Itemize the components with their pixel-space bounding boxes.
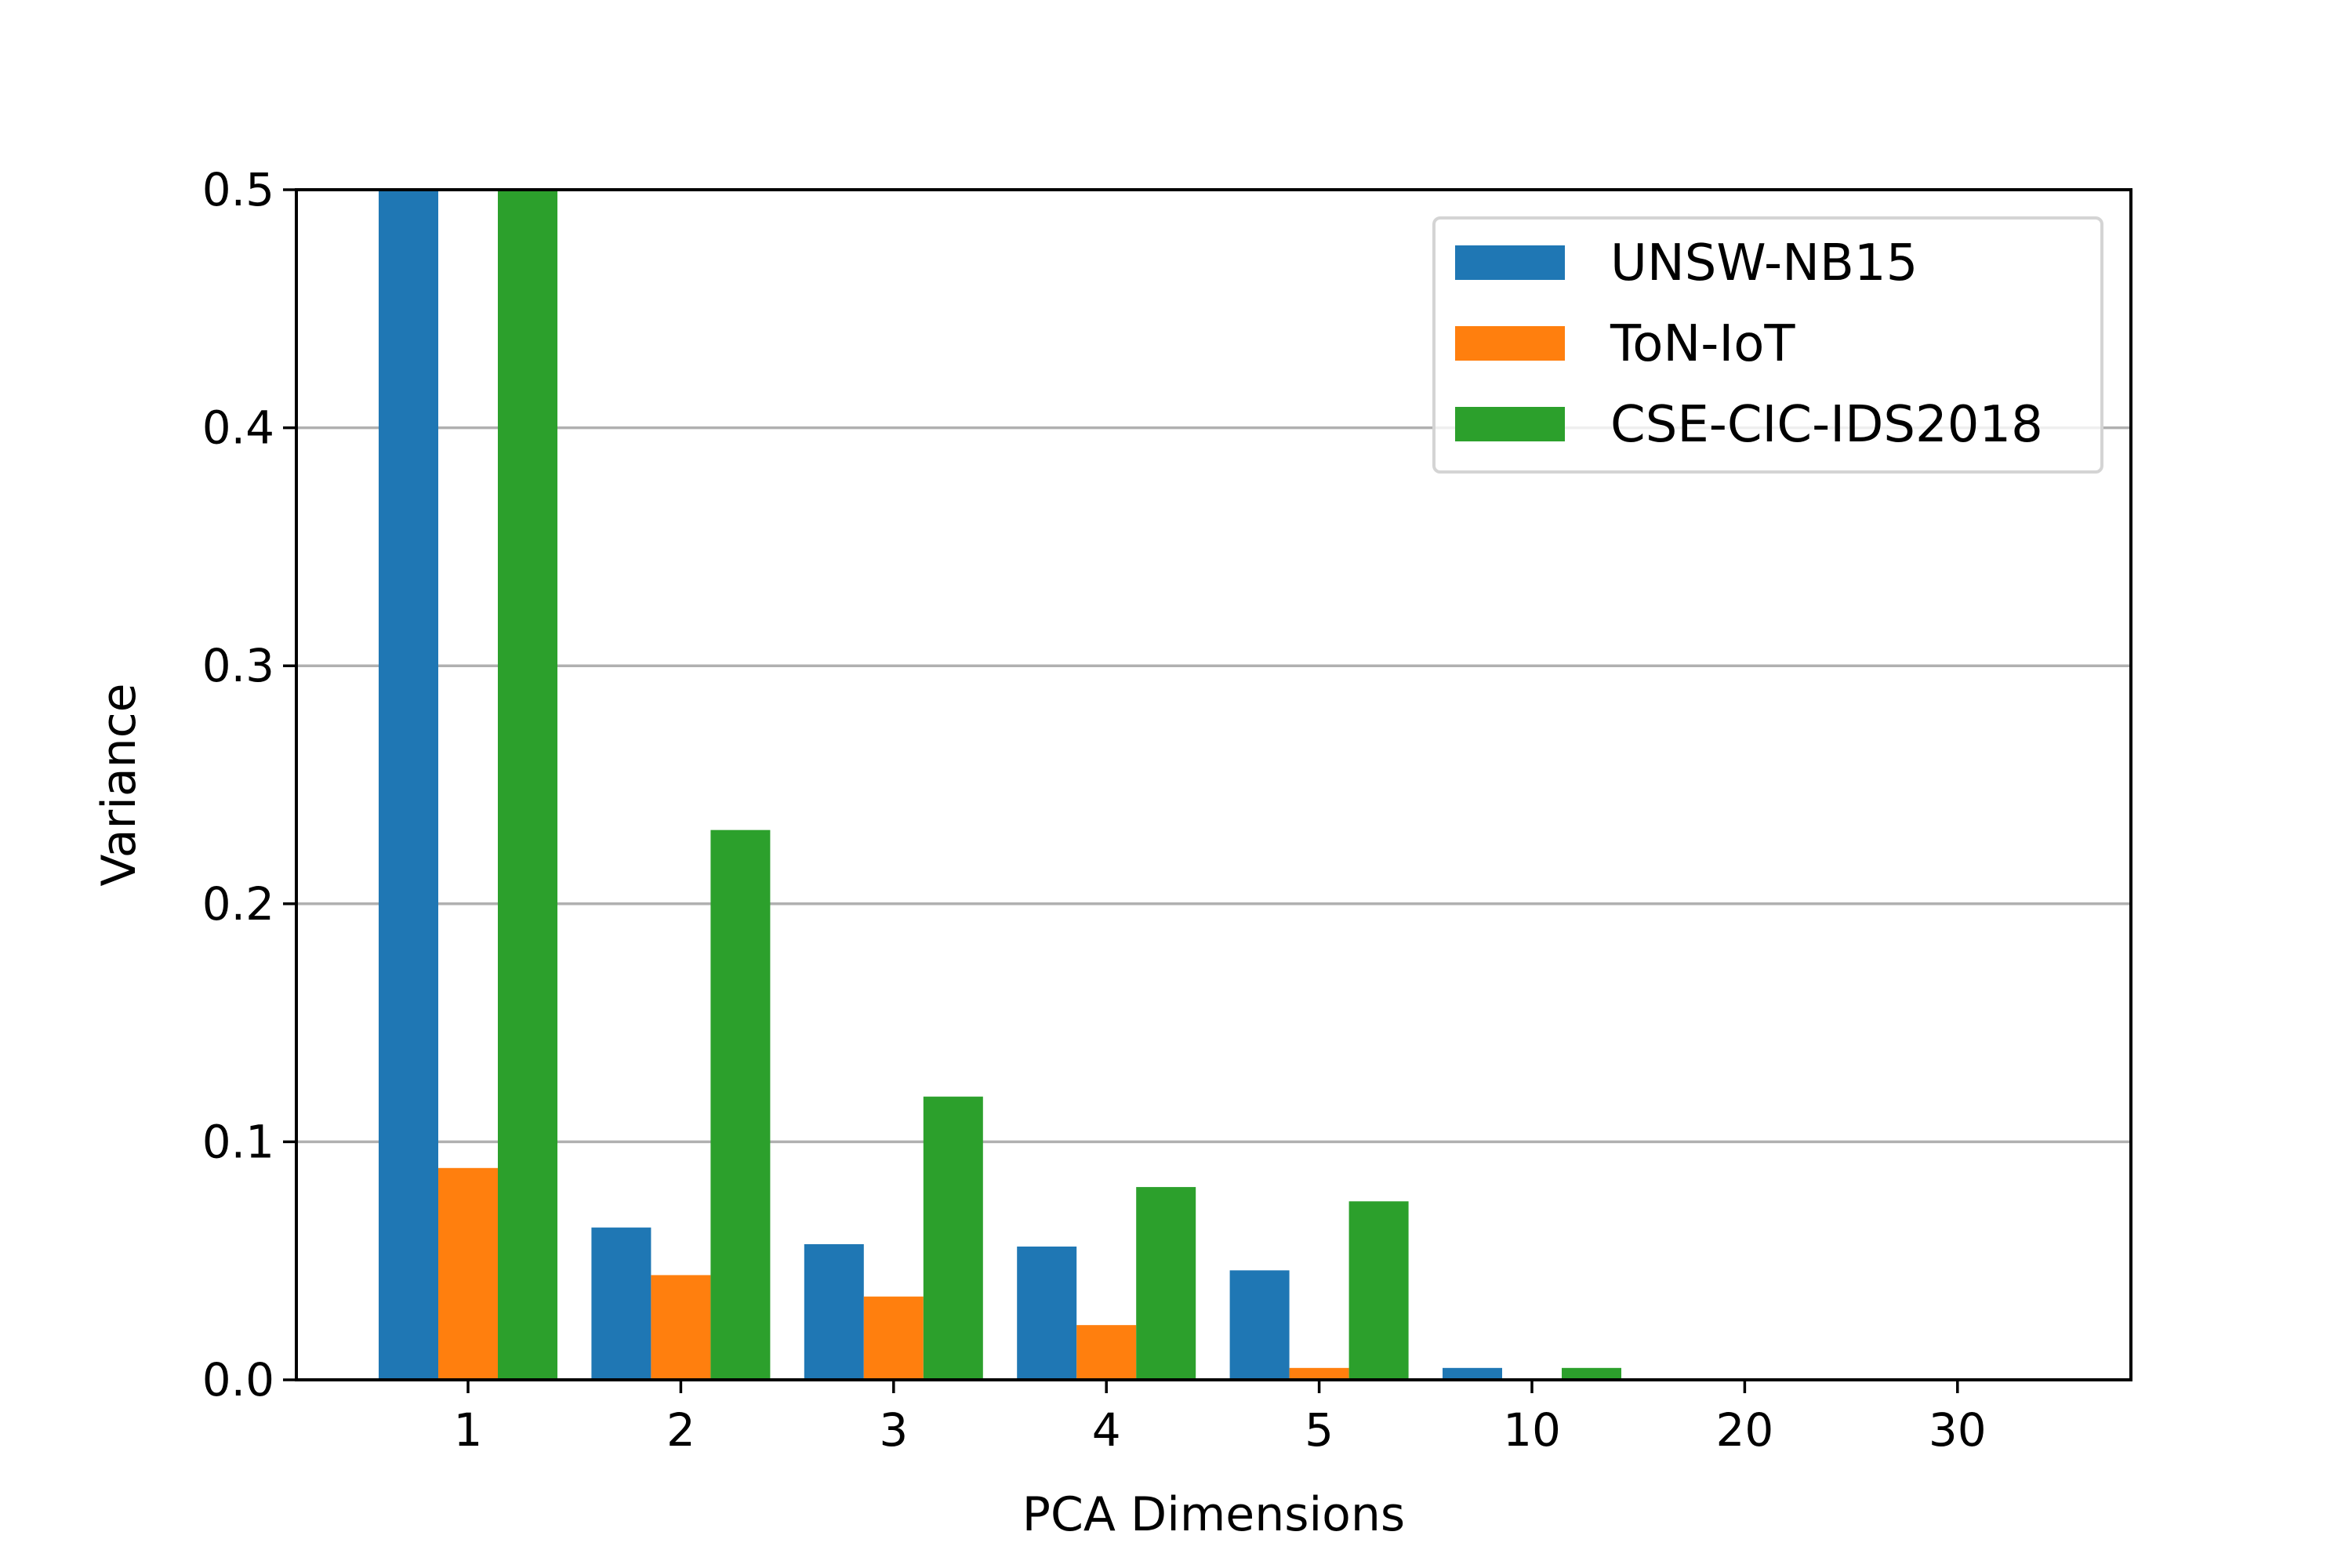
y-axis-title: Variance xyxy=(92,683,147,886)
bars xyxy=(379,190,1621,1380)
bar-unsw-nb15 xyxy=(804,1243,864,1380)
legend-swatch xyxy=(1455,245,1565,280)
bar-ton-iot xyxy=(651,1275,711,1380)
bar-ton-iot xyxy=(438,1167,498,1380)
bar-ton-iot xyxy=(863,1296,924,1380)
x-tick-label: 20 xyxy=(1715,1403,1773,1457)
y-tick-label: 0.1 xyxy=(202,1115,274,1168)
bar-cse-cic-ids2018 xyxy=(710,829,771,1380)
bar-cse-cic-ids2018 xyxy=(1348,1201,1409,1380)
y-tick-label: 0.3 xyxy=(202,639,274,692)
x-tick-label: 2 xyxy=(666,1403,695,1457)
bar-unsw-nb15 xyxy=(1229,1270,1290,1380)
legend-label: CSE-CIC-IDS2018 xyxy=(1610,396,2043,454)
legend: UNSW-NB15 ToN-IoT CSE-CIC-IDS2018 xyxy=(1432,216,2103,474)
x-tick-label: 4 xyxy=(1092,1403,1121,1457)
x-axis-title: PCA Dimensions xyxy=(1022,1487,1405,1542)
bar-cse-cic-ids2018 xyxy=(1136,1187,1196,1380)
y-tick-label: 0.0 xyxy=(202,1353,274,1406)
x-tick-label: 10 xyxy=(1503,1403,1561,1457)
x-tick-label: 5 xyxy=(1305,1403,1334,1457)
legend-label: UNSW-NB15 xyxy=(1610,234,1918,292)
bar-unsw-nb15 xyxy=(591,1227,652,1380)
bar-unsw-nb15 xyxy=(1017,1246,1077,1380)
bar-cse-cic-ids2018 xyxy=(1562,1367,1621,1380)
legend-box xyxy=(1432,216,2103,474)
x-tick-label: 1 xyxy=(454,1403,483,1457)
x-tick-label: 3 xyxy=(879,1403,908,1457)
y-tick-label: 0.4 xyxy=(202,401,274,455)
y-axis-ticks: 0.0 0.1 0.2 0.3 0.4 0.5 xyxy=(202,163,296,1406)
bar-unsw-nb15 xyxy=(1443,1367,1502,1380)
bar-unsw-nb15 xyxy=(379,190,438,1380)
x-tick-label: 30 xyxy=(1929,1403,1987,1457)
y-tick-label: 0.2 xyxy=(202,877,274,931)
bar-ton-iot xyxy=(1076,1325,1137,1380)
y-tick-label: 0.5 xyxy=(202,163,274,216)
x-axis-ticks: 1 2 3 4 5 10 20 30 xyxy=(454,1380,1987,1457)
legend-label: ToN-IoT xyxy=(1610,315,1795,373)
bar-cse-cic-ids2018 xyxy=(923,1096,983,1380)
bar-cse-cic-ids2018 xyxy=(498,190,557,1380)
legend-swatch xyxy=(1455,326,1565,361)
legend-swatch xyxy=(1455,407,1565,441)
gridlines xyxy=(296,426,2131,1144)
bar-ton-iot xyxy=(1289,1367,1349,1380)
plot-frame xyxy=(295,188,2132,1381)
